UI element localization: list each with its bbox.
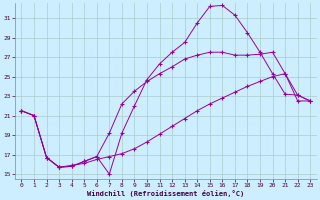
X-axis label: Windchill (Refroidissement éolien,°C): Windchill (Refroidissement éolien,°C) <box>87 190 244 197</box>
